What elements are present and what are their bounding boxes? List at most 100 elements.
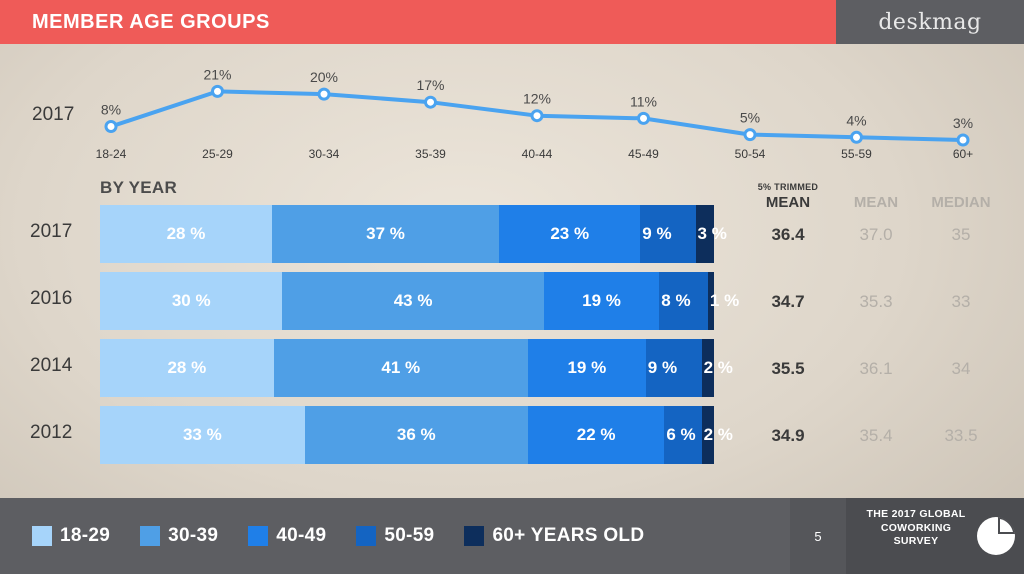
deskmag-logo: deskmag xyxy=(878,9,982,35)
bar-segment: 37 % xyxy=(271,205,500,263)
line-data-label: 12% xyxy=(523,91,551,107)
bar-segment: 9 % xyxy=(645,339,702,397)
median-value: 33.5 xyxy=(944,426,978,445)
pie-chart-icon xyxy=(977,517,1015,555)
x-tick-label: 50-54 xyxy=(735,147,766,161)
trimmed-mean-header-big: MEAN xyxy=(765,194,811,211)
bar-segment: 6 % xyxy=(664,406,702,464)
bar-segment-label: 19 % xyxy=(582,291,621,310)
bar-segment: 41 % xyxy=(273,339,528,397)
median-value: 34 xyxy=(951,359,971,378)
line-data-label: 21% xyxy=(203,66,231,82)
legend-label: 50-59 xyxy=(384,525,435,546)
legend-item: 40-49 xyxy=(248,525,326,547)
bar-segment: 30 % xyxy=(100,272,283,330)
bar-segment-label: 19 % xyxy=(567,358,607,377)
bar-segment: 1 % xyxy=(707,272,739,330)
bar-segment: 36 % xyxy=(304,406,528,464)
bar-segment: 9 % xyxy=(640,205,696,263)
bar-year-label: 2014 xyxy=(30,355,73,376)
legend-swatch xyxy=(140,526,161,546)
line-point xyxy=(530,109,544,123)
header-bar: MEMBER AGE GROUPS xyxy=(0,0,836,44)
legend-item: 30-39 xyxy=(140,525,218,547)
bar-segment-label: 37 % xyxy=(366,224,405,243)
line-point xyxy=(211,84,224,98)
line-point xyxy=(424,95,437,109)
trimmed-mean-value: 36.4 xyxy=(771,225,805,244)
legend-swatch xyxy=(464,526,485,546)
trimmed-mean-header-small: 5% TRIMMED xyxy=(757,182,819,192)
bar-segment-label: 2 % xyxy=(703,358,733,377)
bar-segment: 8 % xyxy=(659,272,708,330)
bar-segment-label: 36 % xyxy=(396,425,436,444)
stacked-bar: 33 % 36 % 22 % 6 % 2 % xyxy=(100,406,733,464)
legend-label: 30-39 xyxy=(168,525,219,546)
bar-year-label: 2016 xyxy=(30,288,73,309)
line-data-label: 11% xyxy=(630,93,657,109)
line-data-label: 17% xyxy=(416,77,444,93)
bar-segment: 43 % xyxy=(282,272,544,330)
footer: 18-29 30-39 40-49 50-59 60+ YEARS OLD 5 THE … xyxy=(0,498,1024,574)
bar-segment-label: 9 % xyxy=(642,224,672,243)
bar-segment-label: 6 % xyxy=(666,425,696,444)
line-data-label: 5% xyxy=(740,110,760,126)
legend-label: 60+ YEARS OLD xyxy=(492,525,645,546)
x-tick-label: 18-24 xyxy=(96,147,127,161)
legend-label: 18-29 xyxy=(60,525,111,546)
line-chart-year-label: 2017 xyxy=(32,104,75,125)
mean-value: 37.0 xyxy=(859,225,893,244)
bar-segment: 2 % xyxy=(701,339,733,397)
line-point xyxy=(104,120,118,133)
x-tick-label: 30-34 xyxy=(309,147,340,161)
line-point xyxy=(956,133,970,147)
x-tick-label: 55-59 xyxy=(841,147,872,161)
line-point xyxy=(317,87,331,101)
line-point xyxy=(637,111,650,125)
median-header: MEDIAN xyxy=(931,194,991,211)
legend-label: 40-49 xyxy=(276,525,327,546)
survey-title: THE 2017 GLOBAL COWORKING SURVEY xyxy=(866,508,966,548)
mean-header: MEAN xyxy=(853,194,899,211)
survey-badge: THE 2017 GLOBAL COWORKING SURVEY xyxy=(846,498,1024,574)
legend-swatch xyxy=(32,526,52,546)
legend-item: 60+ YEARS OLD xyxy=(464,525,644,547)
bar-segment: 28 % xyxy=(100,205,272,263)
bar-segment-label: 33 % xyxy=(182,425,222,444)
stacked-bar: 28 % 41 % 19 % 9 % 2 % xyxy=(100,339,733,397)
bar-segment-label: 22 % xyxy=(576,425,616,444)
bar-year-label: 2012 xyxy=(30,422,73,443)
bar-segment-label: 3 % xyxy=(697,224,727,243)
x-tick-label: 60+ xyxy=(953,147,973,161)
bar-segment: 19 % xyxy=(543,272,660,330)
line-data-label: 3% xyxy=(953,115,973,131)
legend-swatch xyxy=(248,526,269,546)
line-data-label: 8% xyxy=(101,102,121,118)
bar-segment: 23 % xyxy=(499,205,641,263)
trimmed-mean-value: 34.7 xyxy=(771,292,805,311)
line-point xyxy=(850,130,863,144)
page-title: MEMBER AGE GROUPS xyxy=(32,10,270,33)
bar-year-label: 2017 xyxy=(30,221,73,242)
bar-segment-label: 43 % xyxy=(393,291,433,310)
logo-box: deskmag xyxy=(836,0,1024,44)
legend: 18-29 30-39 40-49 50-59 60+ YEARS OLD xyxy=(32,498,644,574)
x-tick-label: 45-49 xyxy=(628,147,659,161)
bar-segment-label: 2 % xyxy=(703,425,733,444)
bar-segment-label: 9 % xyxy=(647,358,678,377)
x-tick-label: 25-29 xyxy=(202,147,233,161)
line-data-label: 4% xyxy=(846,112,866,128)
mean-value: 36.1 xyxy=(859,359,893,378)
legend-item: 18-29 xyxy=(32,525,110,547)
mean-value: 35.4 xyxy=(859,426,893,445)
line-data-label: 20% xyxy=(310,69,338,85)
age-line-chart: 8% 18-24 21% 25-29 20% 30-34 17% 35-39 12% 40-44 1… xyxy=(96,66,974,161)
median-value: 35 xyxy=(951,225,971,244)
bar-segment-label: 1 % xyxy=(709,291,740,310)
bar-segment: 3 % xyxy=(695,205,727,263)
trimmed-mean-header: 5% TRIMMED MEAN xyxy=(740,182,836,211)
bar-segment-label: 23 % xyxy=(550,224,590,243)
legend-item: 50-59 xyxy=(356,525,434,547)
bar-segment: 28 % xyxy=(100,339,274,397)
page-number: 5 xyxy=(790,498,846,574)
